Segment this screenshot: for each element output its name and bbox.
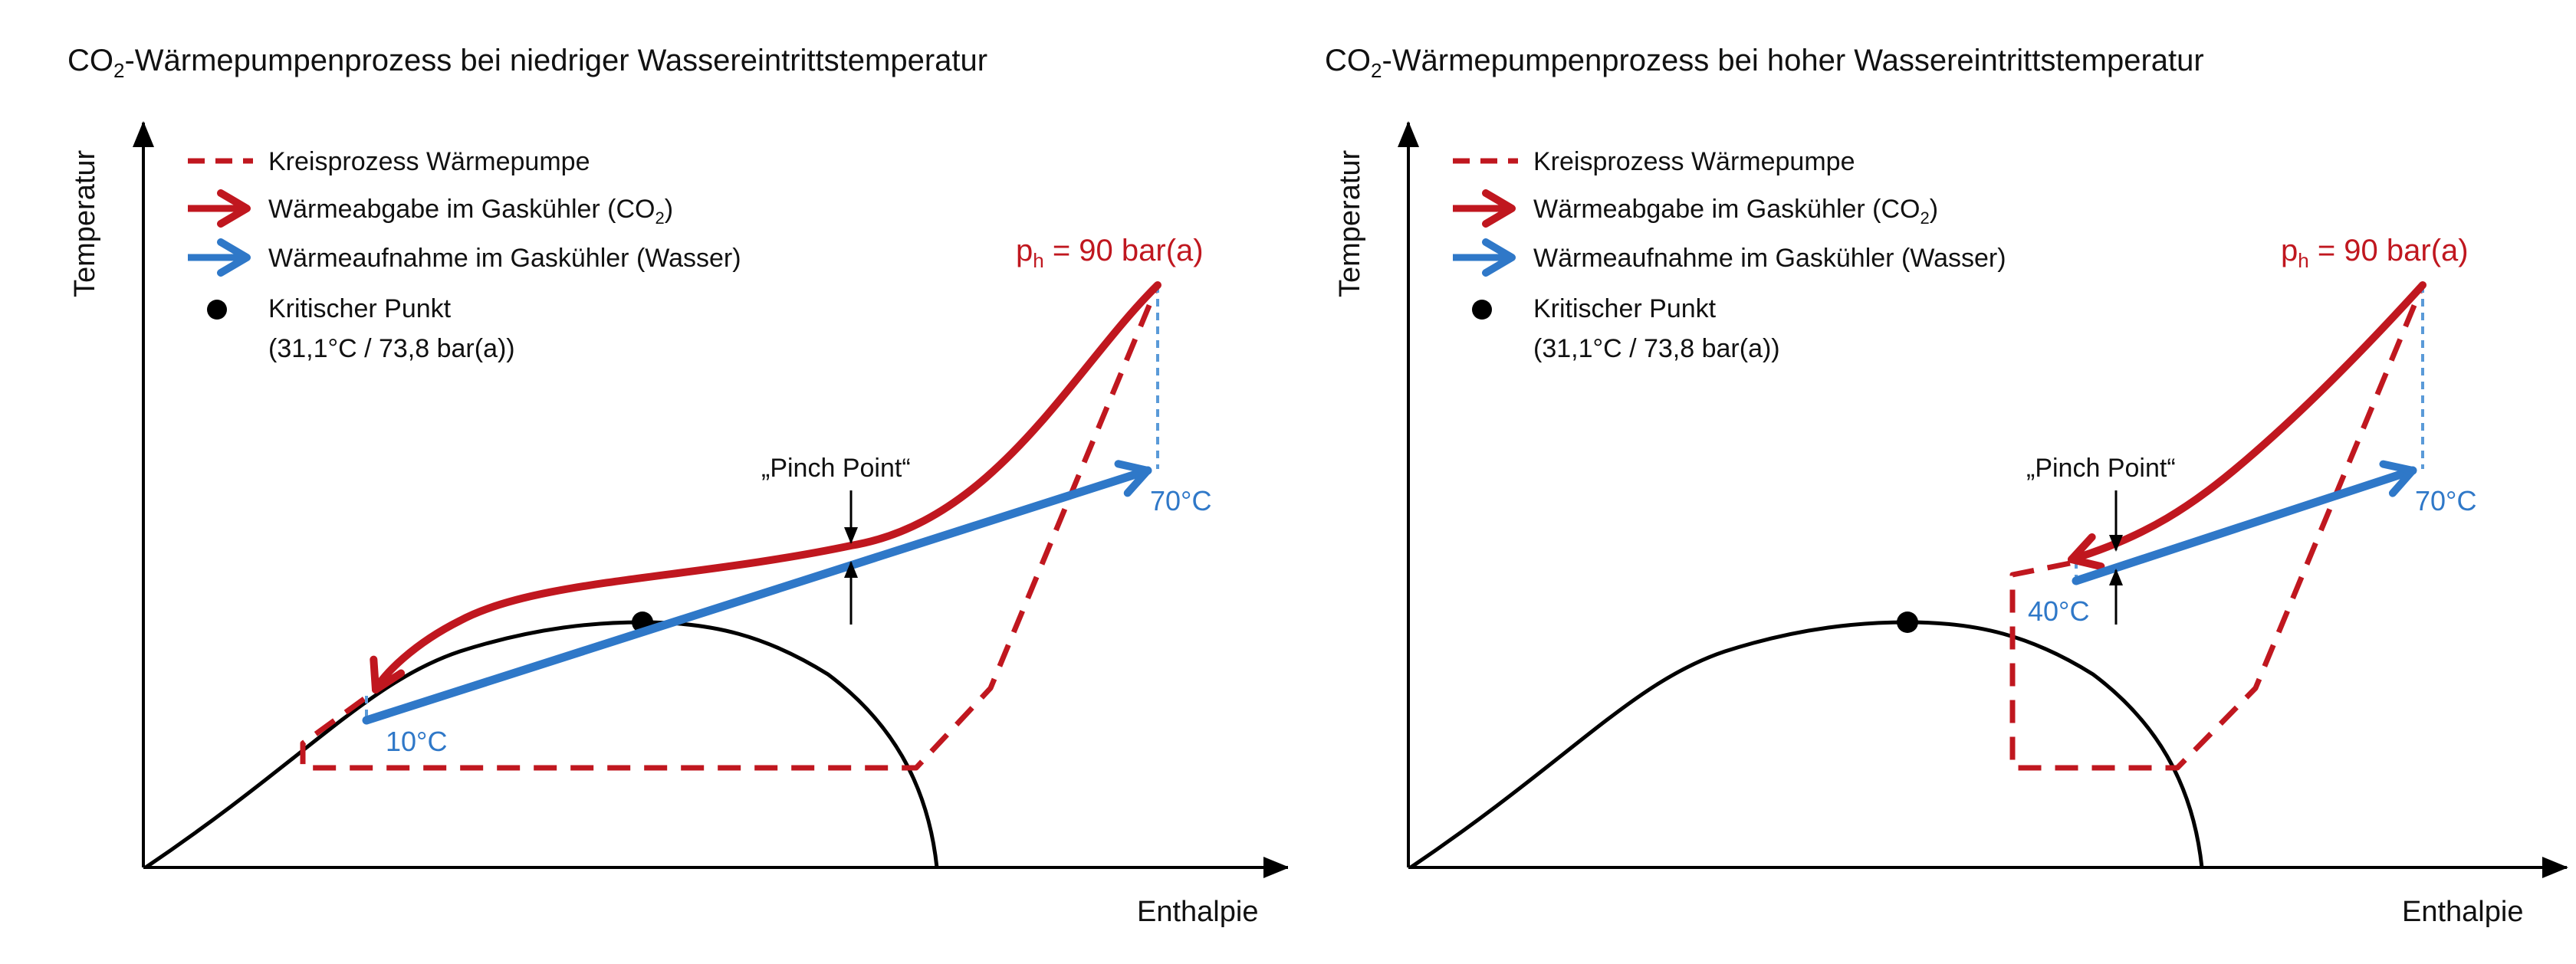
pinch-point-label: „Pinch Point“ [761, 454, 911, 483]
legend-critical-point-marker [1472, 300, 1492, 320]
legend: Kreisprozess Wärmepumpe Wärmeabgabe im G… [1453, 147, 2006, 363]
legend-critical-point-label: Kritischer Punkt [1533, 294, 1717, 323]
y-axis-label: Temperatur [69, 149, 101, 297]
legend-heat-uptake-label: Wärmeaufnahme im Gaskühler (Wasser) [268, 244, 741, 273]
water-heating-line [362, 460, 1152, 725]
saturation-dome [144, 620, 939, 870]
legend-critical-point-label: Kritischer Punkt [268, 294, 452, 323]
legend-heat-release-label: Wärmeabgabe im Gaskühler (CO2) [268, 195, 673, 228]
diagram-panel-high-inlet: CO2-Wärmepumpenprozess bei hoher Wassere… [1288, 0, 2576, 964]
gas-cooler-co2-curve [370, 281, 1162, 693]
panel-title: CO2-Wärmepumpenprozess bei hoher Wassere… [1325, 44, 2204, 82]
pinch-point-indicator: „Pinch Point“ [761, 454, 911, 625]
water-outlet-temp-label: 70°C [1150, 485, 1211, 516]
water-heating-line [2072, 460, 2417, 585]
gas-cooler-co2-curve [2068, 281, 2426, 571]
legend-critical-point-values: (31,1°C / 73,8 bar(a)) [268, 334, 515, 363]
panel-title: CO2-Wärmepumpenprozess bei niedriger Was… [67, 44, 987, 82]
legend-process-label: Kreisprozess Wärmepumpe [268, 147, 590, 176]
x-axis-label: Enthalpie [1137, 896, 1258, 928]
legend-heat-uptake-label: Wärmeaufnahme im Gaskühler (Wasser) [1533, 244, 2006, 273]
legend-critical-point-marker [207, 300, 227, 320]
legend-critical-point-values: (31,1°C / 73,8 bar(a)) [1533, 334, 1780, 363]
saturation-dome [1409, 620, 2204, 870]
diagram-canvas: CO2-Wärmepumpenprozess bei niedriger Was… [67, 44, 1288, 928]
diagram-canvas: CO2-Wärmepumpenprozess bei hoher Wassere… [1325, 44, 2568, 928]
water-inlet-temp-label: 40°C [2028, 595, 2089, 627]
critical-point-marker [1897, 612, 1918, 633]
water-outlet-temp-label: 70°C [2415, 485, 2476, 516]
pressure-label: ph = 90 bar(a) [1016, 234, 1204, 272]
legend: Kreisprozess Wärmepumpe Wärmeabgabe im G… [188, 147, 741, 363]
pinch-point-label: „Pinch Point“ [2026, 454, 2176, 483]
x-axis-label: Enthalpie [2402, 896, 2523, 928]
legend-heat-release-label: Wärmeabgabe im Gaskühler (CO2) [1533, 195, 1938, 228]
heat-pump-cycle [2009, 284, 2426, 771]
pressure-label: ph = 90 bar(a) [2281, 234, 2469, 272]
diagram-panel-low-inlet: CO2-Wärmepumpenprozess bei niedriger Was… [67, 44, 1288, 928]
water-inlet-temp-label: 10°C [386, 726, 447, 757]
heat-pump-cycle [300, 284, 1161, 771]
legend-process-label: Kreisprozess Wärmepumpe [1533, 147, 1855, 176]
y-axis-label: Temperatur [1334, 149, 1366, 297]
pinch-point-indicator: „Pinch Point“ [2026, 454, 2176, 625]
